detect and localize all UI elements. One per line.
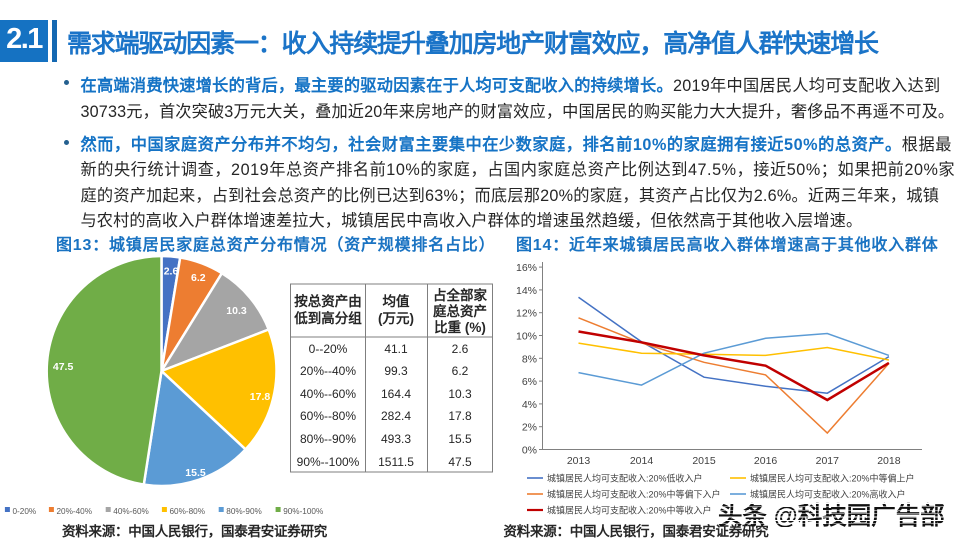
svg-text:4%: 4% xyxy=(522,399,537,411)
svg-text:城镇居民人均可支配收入:20%低收入户: 城镇居民人均可支配收入:20%低收入户 xyxy=(547,473,703,484)
svg-text:0--20%: 0--20% xyxy=(309,342,348,356)
svg-text:0-20%: 0-20% xyxy=(13,507,37,516)
svg-text:47.5: 47.5 xyxy=(53,361,74,373)
svg-text:17.8: 17.8 xyxy=(250,391,271,403)
svg-text:282.4: 282.4 xyxy=(381,409,411,423)
svg-text:占全部家: 占全部家 xyxy=(433,287,487,303)
svg-text:庭总资产: 庭总资产 xyxy=(433,303,487,319)
svg-text:2.6: 2.6 xyxy=(164,266,179,278)
svg-text:1511.5: 1511.5 xyxy=(378,455,414,469)
svg-text:90%--100%: 90%--100% xyxy=(297,455,360,469)
svg-text:90%-100%: 90%-100% xyxy=(283,507,323,516)
svg-text:2%: 2% xyxy=(522,422,537,434)
svg-text:2014: 2014 xyxy=(630,455,654,467)
svg-text:城镇居民人均可支配收入:20%高收入户: 城镇居民人均可支配收入:20%高收入户 xyxy=(750,489,906,500)
svg-text:2018: 2018 xyxy=(877,455,901,467)
svg-text:47.5: 47.5 xyxy=(448,455,472,469)
svg-text:15.5: 15.5 xyxy=(185,467,206,479)
svg-text:20%-40%: 20%-40% xyxy=(57,507,93,516)
svg-text:10%: 10% xyxy=(516,331,537,343)
svg-text:14%: 14% xyxy=(516,285,537,297)
svg-text:比重 (%): 比重 (%) xyxy=(434,319,486,335)
svg-text:60%-80%: 60%-80% xyxy=(170,507,206,516)
svg-text:(万元): (万元) xyxy=(378,311,414,326)
svg-text:2017: 2017 xyxy=(816,455,840,467)
svg-text:40%-60%: 40%-60% xyxy=(113,507,149,516)
svg-text:12%: 12% xyxy=(516,308,537,320)
svg-text:493.3: 493.3 xyxy=(381,432,411,446)
svg-text:60%--80%: 60%--80% xyxy=(300,409,356,423)
svg-text:2016: 2016 xyxy=(754,455,778,467)
svg-text:80%--90%: 80%--90% xyxy=(300,432,356,446)
svg-text:10.3: 10.3 xyxy=(448,387,472,401)
svg-text:6.2: 6.2 xyxy=(191,272,206,284)
svg-text:6%: 6% xyxy=(522,376,537,388)
svg-text:20%--40%: 20%--40% xyxy=(300,364,356,378)
svg-text:164.4: 164.4 xyxy=(381,387,411,401)
svg-text:16%: 16% xyxy=(516,262,537,274)
svg-text:80%-90%: 80%-90% xyxy=(226,507,262,516)
svg-text:17.8: 17.8 xyxy=(448,409,472,423)
svg-text:6.2: 6.2 xyxy=(452,364,469,378)
svg-text:41.1: 41.1 xyxy=(384,342,408,356)
svg-text:10.3: 10.3 xyxy=(226,305,247,317)
svg-text:城镇居民人均可支配收入:20%中等收入户: 城镇居民人均可支配收入:20%中等收入户 xyxy=(547,505,712,516)
svg-text:均值: 均值 xyxy=(383,293,410,309)
svg-text:2013: 2013 xyxy=(567,455,591,467)
svg-text:15.5: 15.5 xyxy=(448,432,472,446)
svg-text:2015: 2015 xyxy=(692,455,716,467)
svg-text:40%--60%: 40%--60% xyxy=(300,387,356,401)
svg-text:0%: 0% xyxy=(522,445,537,457)
svg-text:城镇居民人均可支配收入:20%中等偏上户: 城镇居民人均可支配收入:20%中等偏上户 xyxy=(750,473,915,484)
svg-text:按总资产由: 按总资产由 xyxy=(294,293,362,309)
svg-text:低到高分组: 低到高分组 xyxy=(293,310,362,326)
svg-text:99.3: 99.3 xyxy=(384,364,408,378)
svg-text:8%: 8% xyxy=(522,353,537,365)
svg-text:城镇居民人均可支配收入:20%中等偏下入户: 城镇居民人均可支配收入:20%中等偏下入户 xyxy=(547,489,721,500)
svg-text:2.6: 2.6 xyxy=(452,342,469,356)
